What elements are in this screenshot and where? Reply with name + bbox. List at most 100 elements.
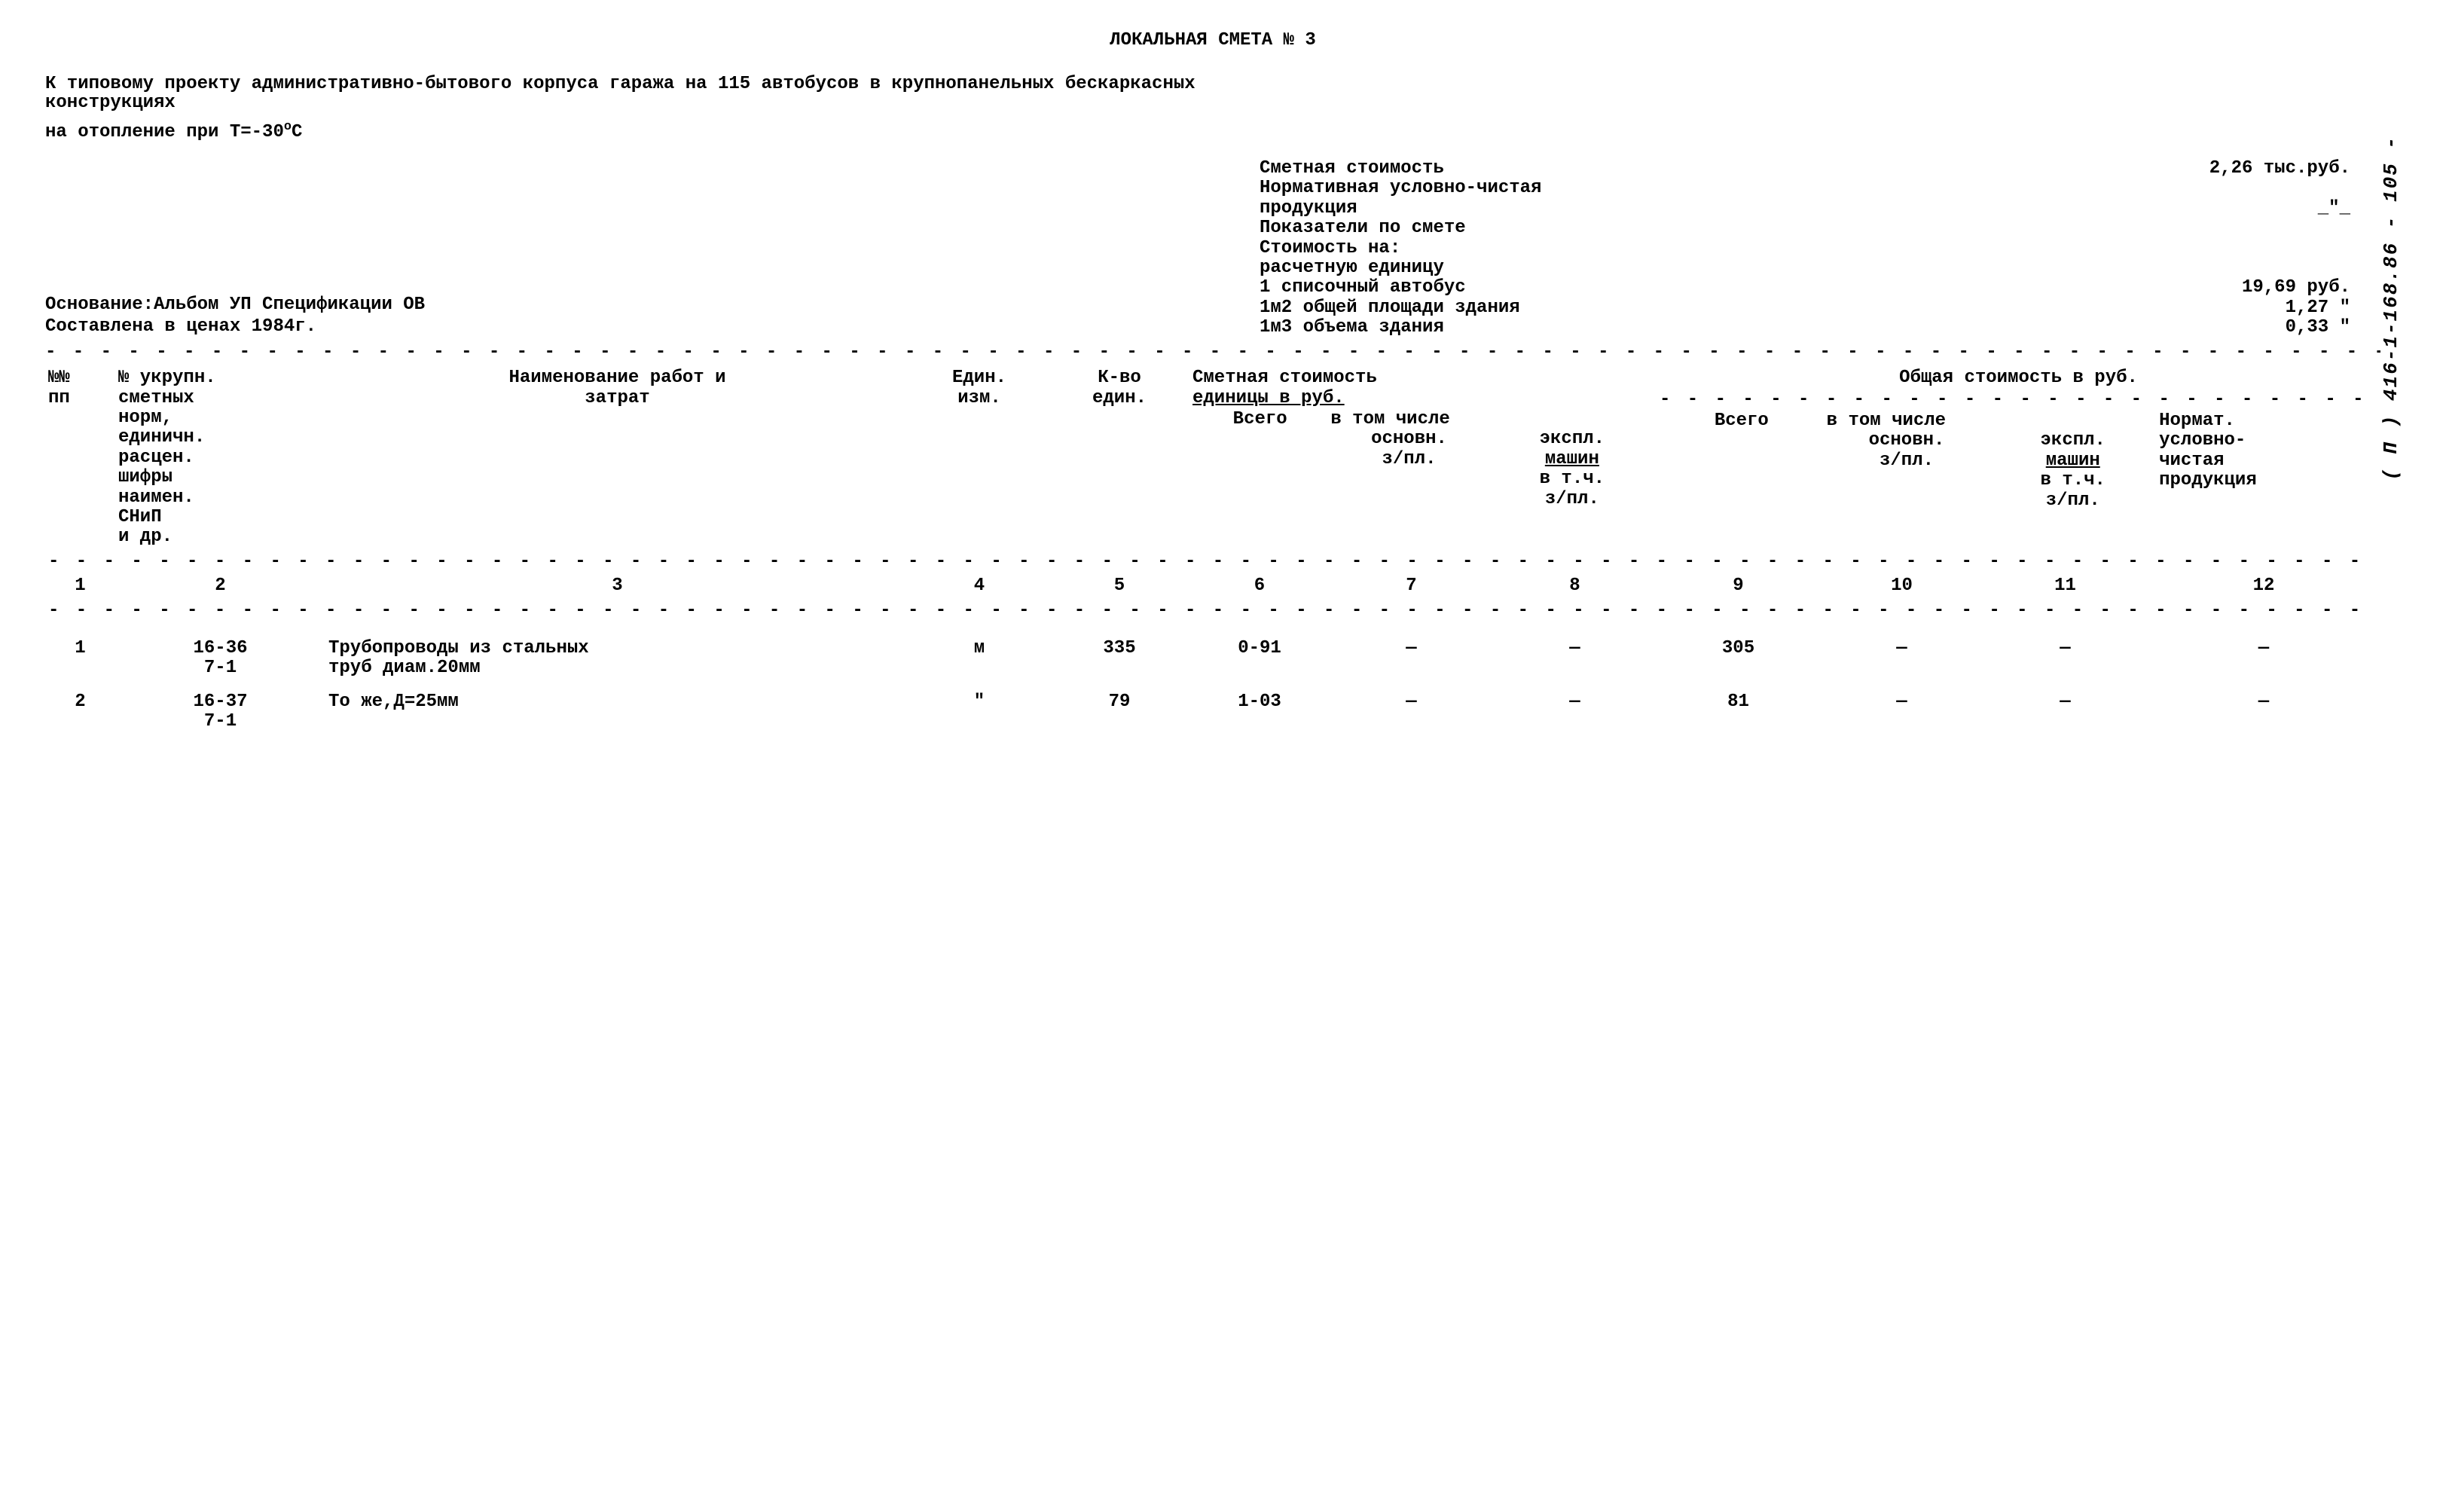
hdr-text: Един. [952, 368, 1006, 388]
hdr-text: з/пл. [1880, 451, 1934, 471]
cell-val: — [1493, 625, 1657, 679]
col-header: № укрупн. сметных норм, единичн. расцен.… [115, 368, 325, 548]
col-num: 3 [325, 576, 909, 596]
col-header: К-во един. [1049, 368, 1189, 548]
col-num: 2 [115, 576, 325, 596]
basis-line-2: Составлена в ценах 1984г. [45, 316, 1260, 338]
col-num: 6 [1189, 576, 1330, 596]
metric-value: 19,69 руб. [1988, 278, 2350, 298]
metric-value: 0,33 " [1988, 318, 2350, 338]
cell-val: — [1983, 679, 2147, 732]
metrics-labels: Сметная стоимость Нормативная условно-чи… [1260, 159, 1988, 338]
cell-val: — [2147, 625, 2380, 679]
separator-row: - - - - - - - - - - - - - - - - - - - - … [48, 601, 2377, 621]
cell-name: То же,Д=25мм [325, 679, 909, 732]
hdr-text: чистая [2159, 451, 2224, 471]
hdr-text: №№ [48, 368, 70, 388]
table-row: 1 16-36 7-1 Трубопроводы из стальных тру… [45, 625, 2380, 679]
basis-line-1: Основание:Альбом УП Спецификации ОВ [45, 295, 1260, 316]
code-line: 16-37 [193, 692, 247, 712]
hdr-text: шифры [118, 467, 173, 487]
col-num: 1 [45, 576, 115, 596]
col-header-group: Общая стоимость в руб. - - - - - - - - -… [1657, 368, 2380, 548]
column-number-row: 1 2 3 4 5 6 7 8 9 10 11 12 [45, 576, 2380, 596]
cell-val: 305 [1657, 625, 1820, 679]
intro-text-2b: С [292, 122, 302, 142]
hdr-text: затрат [585, 388, 649, 408]
hdr-text: норм, [118, 408, 173, 428]
metric-label: Показатели по смете [1260, 218, 1988, 238]
document-title: ЛОКАЛЬНАЯ СМЕТА № 3 [45, 30, 2380, 52]
cell-val: 1-03 [1189, 679, 1330, 732]
sub-header: Всего [1660, 411, 1824, 431]
hdr-text: Сметная стоимость [1192, 368, 1377, 388]
sub-header: Нормат. условно- чистая продукция [2156, 411, 2377, 511]
metric-label: Нормативная условно-чистая [1260, 179, 1988, 198]
col-num: 12 [2147, 576, 2380, 596]
hdr-text: экспл. [2041, 430, 2106, 451]
code-line: 16-36 [193, 638, 247, 658]
cell-val: — [1820, 679, 1983, 732]
hdr-text: условно- [2159, 430, 2246, 451]
hdr-text: един. [1092, 388, 1147, 408]
cell-val: — [2147, 679, 2380, 732]
cell-code: 16-37 7-1 [115, 679, 325, 732]
cell-num: 1 [45, 625, 115, 679]
metric-label: Стоимость на: [1260, 239, 1988, 258]
metric-label: 1м3 объема здания [1260, 318, 1988, 338]
intro-block: К типовому проекту административно-бытов… [45, 75, 2380, 144]
cell-val: — [1493, 679, 1657, 732]
sub-header: основн. з/пл. [1824, 431, 1990, 511]
cell-val: — [1983, 625, 2147, 679]
code-line: 7-1 [204, 658, 237, 678]
hdr-text: продукция [2159, 470, 2257, 490]
hdr-text: в т.ч. [2041, 470, 2106, 490]
col-num: 8 [1493, 576, 1657, 596]
cell-qty: 79 [1049, 679, 1189, 732]
hdr-text: № укрупн. [118, 368, 216, 388]
col-header: Един. изм. [909, 368, 1049, 548]
intro-degree-sup: о [284, 120, 292, 134]
hdr-text: сметных [118, 388, 194, 408]
side-margin-note: ( П ) 416-1-168.86 - 105 - [2380, 136, 2403, 481]
hdr-text: наимен. [118, 487, 194, 508]
cell-val: 0-91 [1189, 625, 1330, 679]
metrics-values: 2,26 тыс.руб. . _"_ . . . 19,69 руб. 1,2… [1988, 159, 2380, 338]
name-line: труб диам.20мм [328, 658, 481, 678]
hdr-text: машин [1545, 449, 1599, 469]
metric-label: расчетную единицу [1260, 258, 1988, 278]
separator-row: - - - - - - - - - - - - - - - - - - - - … [48, 552, 2377, 572]
col-header: Наименование работ и затрат [325, 368, 909, 548]
hdr-text: машин [2046, 451, 2100, 471]
name-line: Трубопроводы из стальных [328, 638, 589, 658]
hdr-text: з/пл. [2046, 490, 2100, 511]
hdr-text: СНиП [118, 507, 162, 527]
col-num: 10 [1820, 576, 1983, 596]
sub-header: экспл. машин в т.ч. з/пл. [1989, 431, 2156, 511]
sub-header: Всего [1192, 410, 1327, 429]
col-num: 11 [1983, 576, 2147, 596]
table-row: 2 16-37 7-1 То же,Д=25мм " 79 1-03 — — 8… [45, 679, 2380, 732]
cell-unit: " [909, 679, 1049, 732]
intro-text-2a: на отопление при Т=-30 [45, 122, 284, 142]
hdr-text: Нормат. [2159, 411, 2235, 431]
col-header: №№ пп [45, 368, 115, 548]
col-num: 5 [1049, 576, 1189, 596]
hdr-text: в т.ч. [1540, 469, 1605, 489]
code-line: 7-1 [204, 711, 237, 732]
hdr-text: экспл. [1540, 429, 1605, 449]
hdr-text: и др. [118, 527, 173, 547]
col-header-group: Сметная стоимость единицы в руб. Всего в… [1189, 368, 1657, 548]
hdr-text: К-во [1098, 368, 1141, 388]
hdr-text: Наименование работ и [508, 368, 725, 388]
cell-val: — [1330, 625, 1493, 679]
metric-label: 1м2 общей площади здания [1260, 298, 1988, 318]
cell-qty: 335 [1049, 625, 1189, 679]
sub-header: экспл. машин в т.ч. з/пл. [1491, 429, 1654, 509]
intro-text-1a: К типовому проекту административно-бытов… [45, 74, 1196, 94]
metric-label: 1 списочный автобус [1260, 278, 1988, 298]
col-num: 4 [909, 576, 1049, 596]
metric-value: 2,26 тыс.руб. [1988, 159, 2350, 179]
metric-label: Сметная стоимость [1260, 159, 1988, 179]
metric-label: продукция [1260, 199, 1988, 218]
